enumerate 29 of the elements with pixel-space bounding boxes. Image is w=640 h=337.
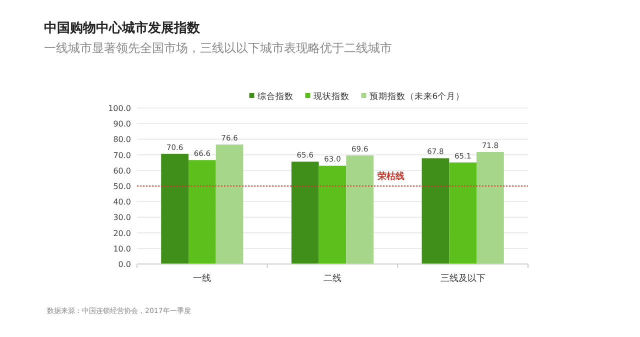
bar (161, 154, 188, 264)
legend-label: 现状指数 (313, 91, 350, 102)
bar (216, 144, 244, 264)
y-tick-label: 60.0 (113, 166, 131, 176)
bar (449, 162, 477, 264)
legend-label: 综合指数 (257, 91, 294, 102)
y-tick-label: 20.0 (113, 228, 131, 238)
x-tick-label: 二线 (324, 273, 342, 284)
y-tick-label: 70.0 (113, 150, 131, 160)
bar (188, 160, 216, 264)
y-tick-label: 90.0 (113, 120, 131, 129)
y-tick-label: 50.0 (113, 182, 131, 191)
bar (346, 155, 374, 264)
y-tick-label: 0.0 (118, 260, 131, 269)
y-tick-label: 10.0 (113, 244, 131, 254)
y-tick-label: 80.0 (113, 135, 131, 144)
x-tick-label: 三线及以下 (440, 273, 486, 284)
y-tick-label: 40.0 (113, 198, 131, 207)
ref-line-label: 荣枯线 (376, 171, 405, 182)
bar (318, 166, 346, 264)
y-tick-label: 100.0 (108, 104, 131, 113)
bar (422, 158, 450, 264)
y-tick-label: 30.0 (113, 213, 131, 222)
chart-subtitle: 一线城市显著领先全国市场，三线以以下城市表现略优于二线城市 (44, 41, 392, 55)
bar (291, 162, 319, 264)
x-tick-label: 一线 (193, 273, 212, 284)
chart-title: 中国购物中心城市发展指数 (44, 20, 201, 36)
bar (476, 152, 504, 264)
legend-label: 预期指数（未来6个月） (369, 91, 465, 102)
